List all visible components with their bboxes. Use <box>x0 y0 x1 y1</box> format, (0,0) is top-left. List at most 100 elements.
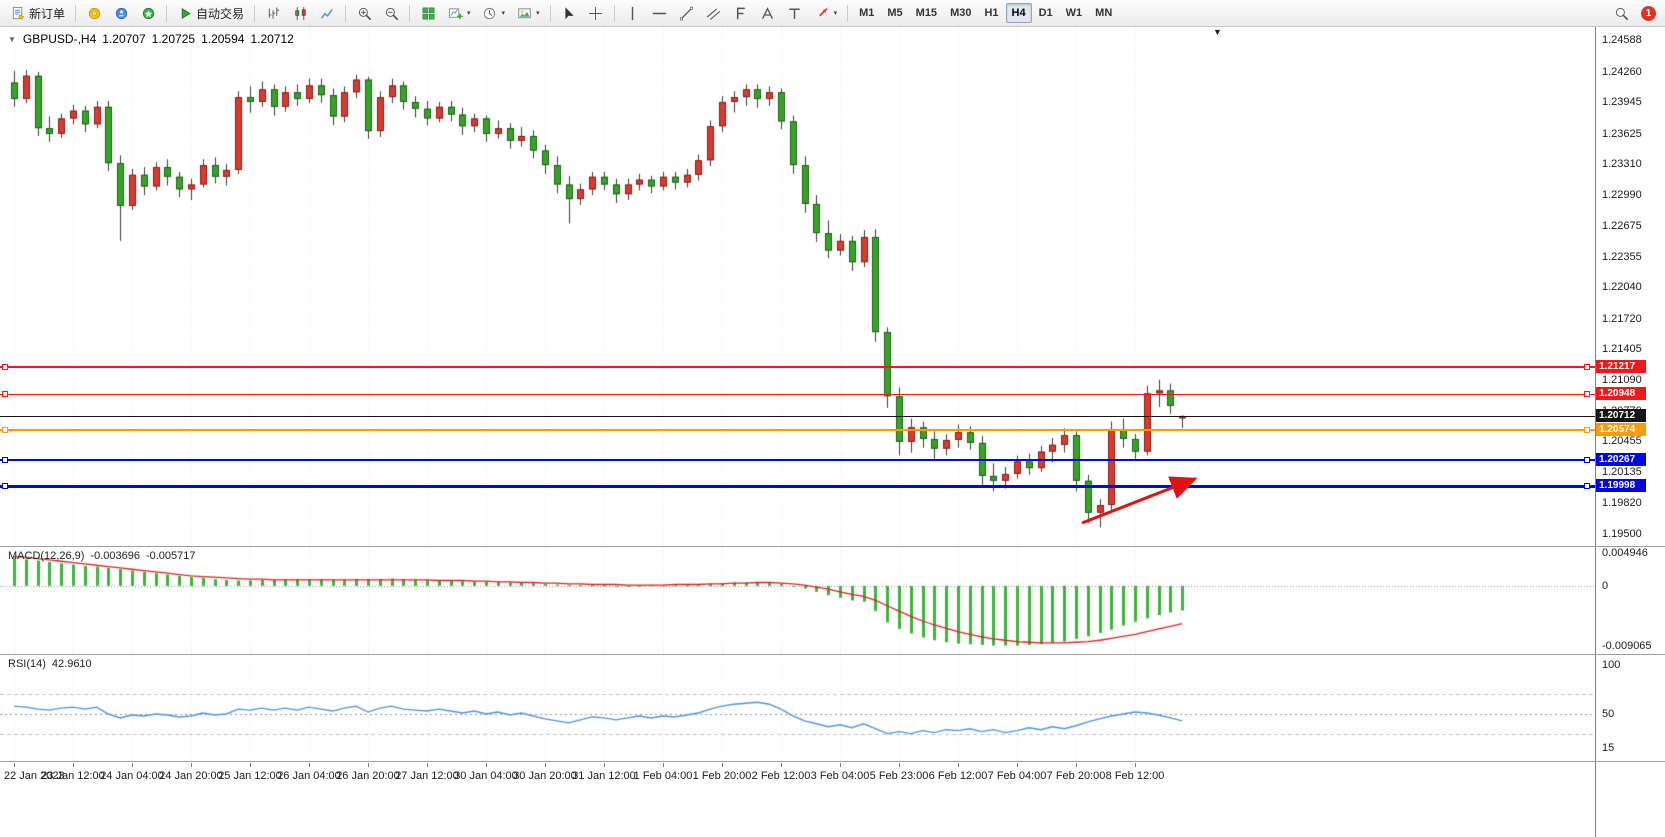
macd-axis-label: 0.004946 <box>1602 547 1648 559</box>
templates-button[interactable]: ▾ <box>511 2 545 24</box>
close-value: 1.20712 <box>250 32 294 46</box>
line-anchor-handle[interactable] <box>1584 457 1590 463</box>
timeframe-d1-button[interactable]: D1 <box>1033 3 1059 23</box>
time-axis-label: 6 Feb 12:00 <box>928 770 988 782</box>
price-axis[interactable]: 1.24588 1.24260 1.23945 1.23625 1.23310 1.229… <box>1595 27 1665 837</box>
rsi-title: RSI(14) <box>8 658 46 670</box>
line-anchor-handle[interactable] <box>1584 483 1590 489</box>
time-axis-label: 5 Feb 23:00 <box>869 770 929 782</box>
cursor-button[interactable] <box>556 2 582 24</box>
dropdown-arrow-icon: ▾ <box>536 10 540 17</box>
auto-trading-button[interactable]: 自动交易 <box>172 2 249 24</box>
timeframe-mn-button[interactable]: MN <box>1089 3 1118 23</box>
zoom-out-button[interactable] <box>378 2 404 24</box>
dropdown-arrow-icon: ▾ <box>467 10 471 17</box>
time-tick <box>958 763 959 767</box>
zoom-out-icon <box>383 5 399 21</box>
toolbar-separator <box>409 4 411 22</box>
time-axis-label: 1 Feb 20:00 <box>692 770 752 782</box>
price-axis-label: 1.24588 <box>1602 34 1642 46</box>
time-axis-label: 3 Feb 04:00 <box>810 770 870 782</box>
quick-icons-group <box>81 2 161 24</box>
search-button[interactable] <box>1608 2 1634 24</box>
navigator-button[interactable] <box>135 2 161 24</box>
time-axis[interactable]: 22 Jan 2023 23 Jan 12:00 24 Jan 04:00 24 Ja… <box>0 762 1595 788</box>
tile-windows-button[interactable] <box>415 2 441 24</box>
line-anchor-handle[interactable] <box>1584 427 1590 433</box>
price-tag-resistance-line-lower: 1.20948 <box>1596 387 1646 400</box>
chart-type-group <box>260 2 340 24</box>
price-pane[interactable]: ▼ GBPUSD-,H4 1.20707 1.20725 1.20594 1.2… <box>0 27 1595 546</box>
zoom-in-button[interactable] <box>351 2 377 24</box>
notification-badge[interactable]: 1 <box>1641 5 1656 21</box>
line-anchor-handle[interactable] <box>1584 391 1590 397</box>
price-chart-canvas[interactable] <box>0 27 1595 546</box>
time-axis-label: 24 Jan 20:00 <box>159 770 223 782</box>
cursor-tools-group <box>556 2 609 24</box>
hline-pivot-line-orange[interactable] <box>0 429 1595 431</box>
timeframe-group: M1 M5 M15 M30 H1 H4 D1 W1 MN <box>853 3 1118 23</box>
timeframe-w1-button[interactable]: W1 <box>1060 3 1089 23</box>
hline-resistance-line-lower[interactable] <box>0 394 1595 395</box>
timeframe-h1-button[interactable]: H1 <box>978 3 1004 23</box>
rsi-value: 42.9610 <box>51 658 92 670</box>
time-tick <box>73 763 74 767</box>
bar-chart-button[interactable] <box>260 2 286 24</box>
arrows-button[interactable]: ▾ <box>809 2 843 24</box>
text-button[interactable] <box>755 2 781 24</box>
time-axis-label: 23 Jan 12:00 <box>41 770 105 782</box>
chart-shift-marker[interactable]: ▼ <box>1213 27 1222 37</box>
crosshair-button[interactable] <box>583 2 609 24</box>
timeframe-m15-button[interactable]: M15 <box>910 3 943 23</box>
price-axis-label: 1.23625 <box>1602 128 1642 140</box>
market-watch-button[interactable] <box>81 2 107 24</box>
new-order-button[interactable]: 新订单 <box>5 2 70 24</box>
line-anchor-handle[interactable] <box>2 364 8 370</box>
period-button[interactable]: ▾ <box>477 2 511 24</box>
hline-resistance-line-upper[interactable] <box>0 366 1595 368</box>
hline-support-line-upper[interactable] <box>0 459 1595 461</box>
line-anchor-handle[interactable] <box>2 427 8 433</box>
time-tick <box>840 763 841 767</box>
rsi-canvas[interactable] <box>0 655 1595 761</box>
price-axis-label: 1.19500 <box>1602 528 1642 540</box>
data-window-button[interactable] <box>108 2 134 24</box>
pane-separator[interactable] <box>0 654 1665 655</box>
macd-signal-value: -0.005717 <box>145 550 196 562</box>
time-tick <box>1135 763 1136 767</box>
timeframe-m1-button[interactable]: M1 <box>853 3 880 23</box>
candlestick-chart-button[interactable] <box>287 2 313 24</box>
horizontal-line-button[interactable] <box>647 2 673 24</box>
equidistant-channel-button[interactable] <box>701 2 727 24</box>
new-chart-icon <box>447 5 463 21</box>
macd-canvas[interactable] <box>0 547 1595 654</box>
line-anchor-handle[interactable] <box>2 457 8 463</box>
time-tick <box>132 763 133 767</box>
line-anchor-handle[interactable] <box>1584 364 1590 370</box>
price-axis-label: 1.22040 <box>1602 281 1642 293</box>
vertical-line-button[interactable] <box>620 2 646 24</box>
hline-support-line-lower[interactable] <box>0 485 1595 488</box>
line-chart-button[interactable] <box>314 2 340 24</box>
line-anchor-handle[interactable] <box>2 483 8 489</box>
dropdown-arrow-icon: ▾ <box>501 10 506 17</box>
new-order-icon <box>10 5 26 21</box>
rsi-pane[interactable]: RSI(14) 42.9610 <box>0 655 1595 761</box>
macd-pane[interactable]: MACD(12,26,9) -0.003696 -0.005717 <box>0 547 1595 654</box>
time-axis-label: 8 Feb 12:00 <box>1105 770 1165 782</box>
new-chart-button[interactable]: ▾ <box>442 2 476 24</box>
line-anchor-handle[interactable] <box>2 391 8 397</box>
trendline-button[interactable] <box>674 2 700 24</box>
pane-separator[interactable] <box>0 546 1665 547</box>
timeframe-m30-button[interactable]: M30 <box>944 3 977 23</box>
rsi-header: RSI(14) 42.9610 <box>8 658 92 670</box>
one-click-trading-expander[interactable]: ▼ <box>8 34 16 44</box>
timeframe-m5-button[interactable]: M5 <box>881 3 908 23</box>
auto-trading-label: 自动交易 <box>196 6 245 21</box>
fibonacci-button[interactable] <box>728 2 754 24</box>
price-axis-label: 1.23310 <box>1602 158 1642 170</box>
price-axis-label: 1.20455 <box>1602 435 1642 447</box>
text-label-button[interactable] <box>782 2 808 24</box>
timeframe-h4-button[interactable]: H4 <box>1005 3 1032 23</box>
